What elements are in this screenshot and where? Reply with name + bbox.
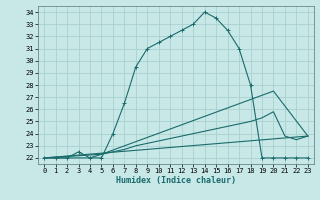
X-axis label: Humidex (Indice chaleur): Humidex (Indice chaleur) [116, 176, 236, 185]
